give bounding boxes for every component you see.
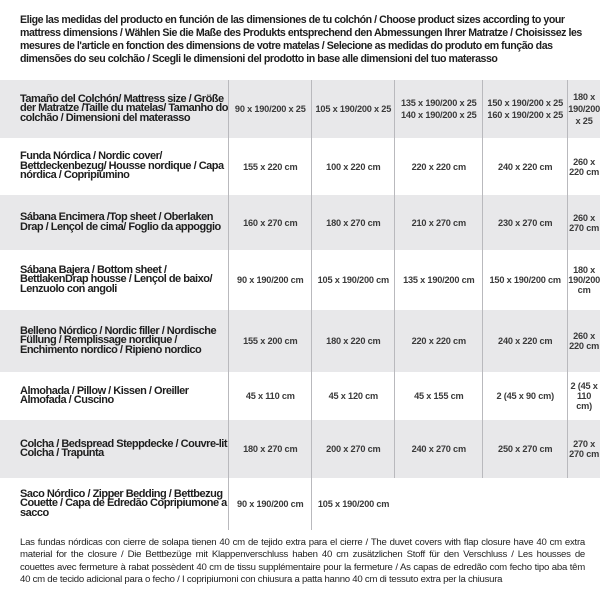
size-cell: 100 x 220 cm <box>311 138 395 195</box>
table-row: Belleno Nórdico / Nordic filler / Nordis… <box>0 310 600 372</box>
footnote: Las fundas nórdicas con cierre de solapa… <box>20 537 585 586</box>
size-cell: 160 x 270 cm <box>228 195 312 250</box>
size-cell: 270 x 270 cm <box>567 420 600 478</box>
table-header-row: Tamaño del Colchón/ Mattress size / Größ… <box>0 80 600 138</box>
size-cell <box>482 478 568 530</box>
intro-text: Elige las medidas del producto en funció… <box>20 14 582 65</box>
size-line: 140 x 190/200 x 25 <box>400 110 477 120</box>
table-row: Saco Nórdico / Zipper Bedding / Bettbezu… <box>0 478 600 530</box>
size-cell: 250 x 270 cm <box>482 420 568 478</box>
size-cell: 240 x 220 cm <box>482 138 568 195</box>
table-row: Sábana Encimera /Top sheet / Oberlaken D… <box>0 195 600 250</box>
size-cell: 260 x 270 cm <box>567 195 600 250</box>
table-row: Funda Nórdica / Nordic cover/ Bettdecken… <box>0 138 600 195</box>
size-line: 180 x 190/200 x 25 <box>568 92 600 126</box>
size-cell: 200 x 270 cm <box>311 420 395 478</box>
size-cell: 2 (45 x 90 cm) <box>482 372 568 420</box>
header-size: 150 x 190/200 x 25 160 x 190/200 x 25 <box>482 80 568 138</box>
row-label: Colcha / Bedspread Steppdecke / Couvre-l… <box>0 420 229 478</box>
size-cell: 220 x 220 cm <box>394 310 483 372</box>
size-line: 90 x 190/200 x 25 <box>234 104 306 114</box>
size-cell: 240 x 270 cm <box>394 420 483 478</box>
size-cell: 150 x 190/200 cm <box>482 250 568 310</box>
header-size: 135 x 190/200 x 25 140 x 190/200 x 25 <box>394 80 483 138</box>
size-cell <box>394 478 483 530</box>
size-cell: 180 x 190/200 cm <box>567 250 600 310</box>
row-label: Sábana Encimera /Top sheet / Oberlaken D… <box>0 195 229 250</box>
size-line: 105 x 190/200 x 25 <box>315 104 392 114</box>
header-label: Tamaño del Colchón/ Mattress size / Größ… <box>0 80 229 138</box>
table-row: Sábana Bajera / Bottom sheet / Bettlaken… <box>0 250 600 310</box>
row-label: Almohada / Pillow / Kissen / Oreiller Al… <box>0 372 229 420</box>
size-cell: 45 x 155 cm <box>394 372 483 420</box>
row-label: Saco Nórdico / Zipper Bedding / Bettbezu… <box>0 478 229 530</box>
size-cell: 105 x 190/200 cm <box>311 478 395 530</box>
header-size: 105 x 190/200 x 25 <box>311 80 395 138</box>
size-cell <box>567 478 600 530</box>
row-label: Belleno Nórdico / Nordic filler / Nordis… <box>0 310 229 372</box>
size-cell: 230 x 270 cm <box>482 195 568 250</box>
row-label: Sábana Bajera / Bottom sheet / Bettlaken… <box>0 250 229 310</box>
size-cell: 180 x 270 cm <box>228 420 312 478</box>
size-cell: 220 x 220 cm <box>394 138 483 195</box>
size-line: 135 x 190/200 x 25 <box>400 98 477 108</box>
size-line: 160 x 190/200 x 25 <box>487 110 563 120</box>
header-size: 90 x 190/200 x 25 <box>228 80 312 138</box>
size-cell: 2 (45 x 110 cm) <box>567 372 600 420</box>
size-cell: 45 x 110 cm <box>228 372 312 420</box>
size-cell: 90 x 190/200 cm <box>228 478 312 530</box>
size-cell: 135 x 190/200 cm <box>394 250 483 310</box>
header-size: 180 x 190/200 x 25 <box>567 80 600 138</box>
size-cell: 180 x 270 cm <box>311 195 395 250</box>
size-cell: 210 x 270 cm <box>394 195 483 250</box>
table-row: Colcha / Bedspread Steppdecke / Couvre-l… <box>0 420 600 478</box>
row-label: Funda Nórdica / Nordic cover/ Bettdecken… <box>0 138 229 195</box>
table-row: Almohada / Pillow / Kissen / Oreiller Al… <box>0 372 600 420</box>
size-cell: 90 x 190/200 cm <box>228 250 312 310</box>
size-cell: 45 x 120 cm <box>311 372 395 420</box>
size-cell: 180 x 220 cm <box>311 310 395 372</box>
size-table: Tamaño del Colchón/ Mattress size / Größ… <box>0 80 600 530</box>
size-cell: 105 x 190/200 cm <box>311 250 395 310</box>
size-cell: 155 x 220 cm <box>228 138 312 195</box>
size-cell: 260 x 220 cm <box>567 310 600 372</box>
size-cell: 155 x 200 cm <box>228 310 312 372</box>
size-cell: 260 x 220 cm <box>567 138 600 195</box>
size-line: 150 x 190/200 x 25 <box>487 98 563 108</box>
size-cell: 240 x 220 cm <box>482 310 568 372</box>
